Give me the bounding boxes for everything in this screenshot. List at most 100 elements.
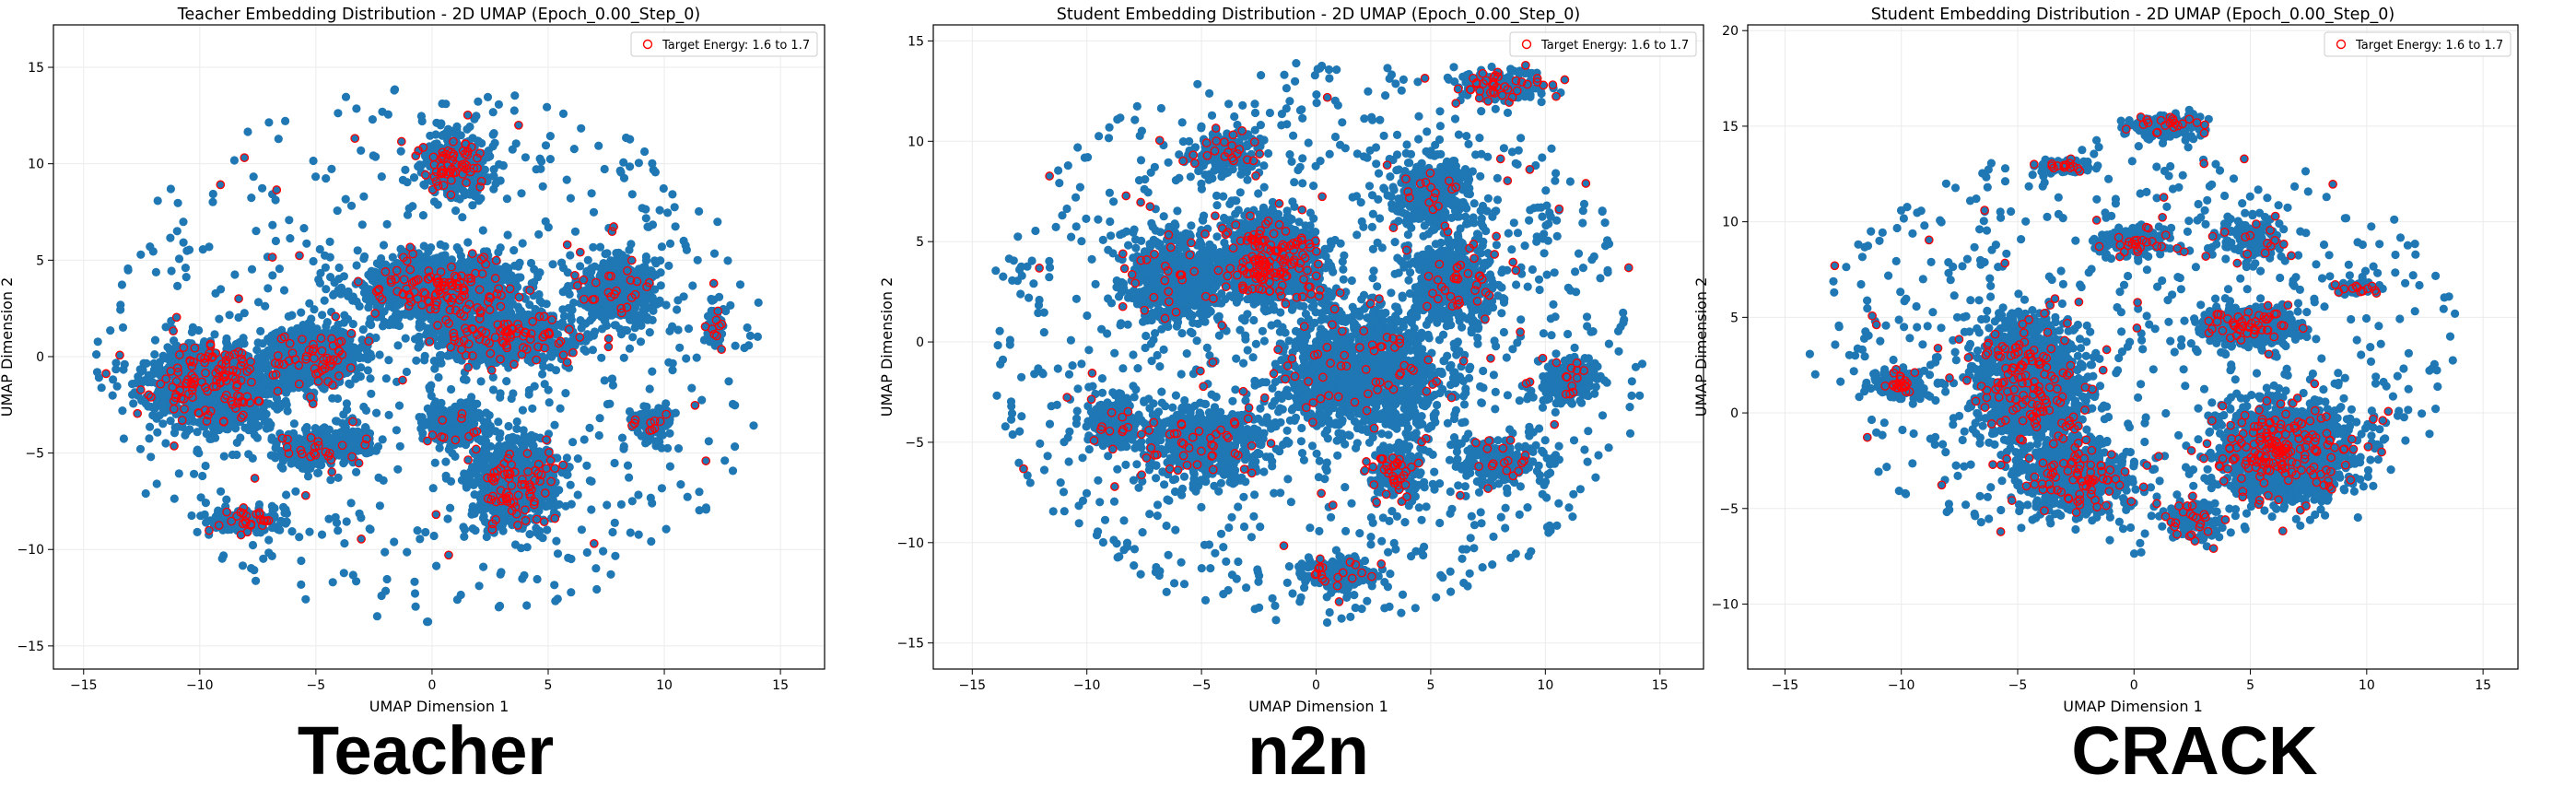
- data-point: [451, 193, 461, 202]
- data-point: [490, 138, 499, 147]
- data-point: [414, 162, 423, 171]
- data-point: [334, 286, 343, 295]
- data-point: [258, 339, 267, 348]
- data-point: [148, 411, 158, 420]
- data-point: [289, 419, 299, 429]
- data-point: [260, 363, 269, 373]
- data-point: [440, 241, 450, 251]
- data-point: [509, 246, 519, 255]
- data-point: [170, 423, 180, 432]
- data-point: [150, 368, 160, 377]
- data-point: [318, 311, 327, 320]
- data-point: [225, 311, 234, 320]
- data-point: [420, 356, 429, 365]
- data-point: [435, 326, 444, 335]
- data-point: [111, 358, 121, 368]
- data-point: [518, 239, 527, 248]
- data-point: [381, 374, 391, 383]
- data-point: [363, 355, 372, 364]
- data-point: [163, 343, 172, 352]
- data-point: [502, 263, 511, 272]
- data-point: [538, 320, 547, 329]
- data-point: [283, 406, 292, 416]
- data-point: [489, 129, 498, 138]
- embedding-points: [92, 85, 763, 627]
- data-point: [295, 458, 304, 467]
- data-point: [474, 136, 483, 146]
- data-point: [264, 399, 274, 408]
- data-point: [326, 273, 335, 282]
- data-point: [267, 433, 276, 442]
- data-point: [379, 241, 389, 250]
- data-point: [427, 243, 436, 253]
- data-point: [533, 273, 543, 282]
- data-point: [307, 314, 316, 323]
- data-point: [302, 464, 311, 475]
- data-point: [143, 376, 152, 386]
- data-point: [198, 422, 207, 431]
- data-point: [366, 374, 375, 383]
- data-point: [463, 124, 472, 134]
- data-point: [542, 300, 551, 309]
- data-point: [101, 369, 111, 378]
- data-point: [363, 366, 372, 375]
- data-point: [170, 441, 179, 451]
- data-point: [261, 356, 270, 365]
- data-point: [115, 350, 124, 359]
- data-point: [302, 423, 311, 432]
- data-point: [142, 358, 151, 368]
- data-point: [320, 296, 329, 305]
- data-point: [409, 173, 419, 182]
- data-point: [328, 394, 337, 403]
- data-point: [108, 391, 117, 400]
- data-point: [313, 468, 323, 477]
- data-point: [334, 263, 344, 273]
- data-point: [515, 258, 524, 267]
- data-point: [334, 275, 344, 284]
- data-point: [187, 327, 196, 336]
- data-point: [348, 358, 357, 368]
- data-point: [367, 389, 376, 398]
- data-point: [106, 326, 115, 335]
- data-point: [135, 365, 145, 374]
- data-point: [472, 361, 481, 370]
- data-point: [465, 190, 474, 199]
- data-point: [401, 334, 410, 343]
- data-point: [265, 423, 275, 432]
- data-point: [158, 404, 168, 414]
- data-point: [393, 300, 403, 310]
- data-point: [418, 211, 427, 220]
- data-point: [150, 335, 160, 345]
- data-point: [534, 289, 544, 300]
- data-point: [501, 275, 510, 284]
- data-point: [310, 459, 320, 468]
- data-point: [367, 266, 376, 276]
- data-point: [451, 206, 461, 216]
- data-point: [415, 332, 424, 341]
- data-point: [232, 438, 241, 447]
- data-point: [322, 322, 331, 331]
- data-point: [463, 238, 473, 247]
- data-point: [548, 260, 557, 269]
- data-point: [150, 350, 159, 359]
- data-point: [281, 380, 290, 389]
- data-point: [539, 362, 548, 371]
- data-point: [275, 429, 285, 439]
- data-point: [146, 422, 155, 431]
- data-point: [445, 351, 454, 360]
- data-point: [422, 329, 431, 338]
- data-point: [456, 131, 465, 140]
- data-point: [494, 248, 503, 257]
- data-point: [405, 311, 415, 321]
- data-point: [260, 373, 269, 382]
- data-point: [282, 400, 291, 409]
- data-point: [433, 341, 443, 350]
- data-point: [284, 311, 293, 321]
- data-point: [256, 407, 265, 417]
- data-point: [414, 343, 423, 352]
- panel-teacher: Teacher Embedding Distribution - 2D UMAP…: [0, 6, 825, 715]
- data-point: [375, 350, 384, 359]
- data-point: [205, 434, 215, 443]
- data-point: [153, 428, 162, 437]
